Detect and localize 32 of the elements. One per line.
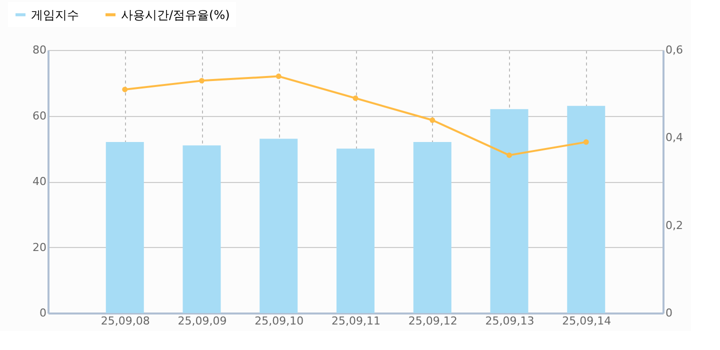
point xyxy=(122,86,128,92)
point xyxy=(506,152,512,158)
point xyxy=(276,74,282,80)
bar xyxy=(567,106,606,313)
bar xyxy=(490,109,528,313)
y-tick-label: 20 xyxy=(32,240,46,254)
point xyxy=(583,139,589,145)
bar xyxy=(106,142,144,313)
y-tick-label: 60 xyxy=(32,109,46,122)
point xyxy=(352,95,358,101)
x-tick-label: 25,09,11 xyxy=(332,314,380,328)
x-tick-label: 25,09,10 xyxy=(254,314,304,328)
y2-tick-label: 0,4 xyxy=(666,131,683,144)
bar xyxy=(413,142,452,313)
bar xyxy=(182,145,221,313)
y2-tick-label: 0,2 xyxy=(666,218,683,232)
x-tick-label: 25,09,12 xyxy=(408,314,458,328)
bar xyxy=(336,148,374,313)
legend-label: 게임지수 xyxy=(31,8,79,22)
point xyxy=(430,117,436,123)
bar xyxy=(260,138,298,313)
y-tick-label: 0 xyxy=(40,306,46,320)
x-tick-label: 25,09,14 xyxy=(562,314,612,328)
y2-tick-label: 0,6 xyxy=(666,44,683,56)
y2-tick-label: 0 xyxy=(666,306,672,320)
point xyxy=(199,78,204,84)
legend-label: 사용시간/점유율(%) xyxy=(121,8,230,22)
x-tick-label: 25,09,09 xyxy=(178,314,227,328)
x-tick-label: 25,09,13 xyxy=(485,314,534,328)
y-tick-label: 40 xyxy=(32,175,46,188)
x-tick-label: 25,09,08 xyxy=(100,314,150,328)
y-tick-label: 80 xyxy=(32,44,46,56)
